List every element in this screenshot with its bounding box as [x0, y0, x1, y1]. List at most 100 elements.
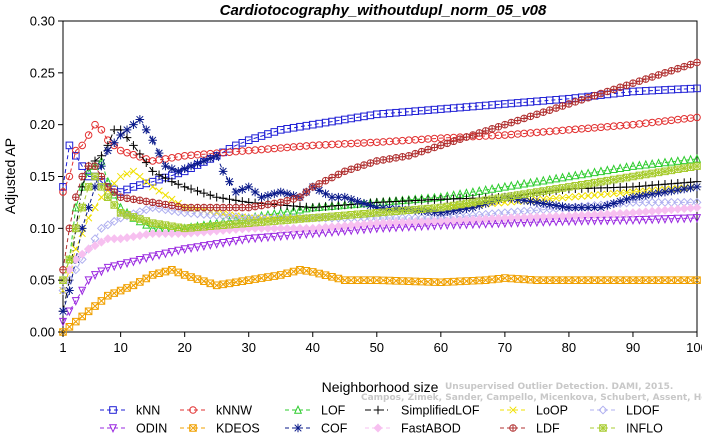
data-point — [667, 179, 676, 189]
data-point — [693, 84, 701, 93]
data-point — [481, 196, 490, 205]
data-point — [77, 224, 87, 233]
data-point — [244, 234, 253, 244]
data-point — [186, 184, 196, 194]
data-point — [327, 222, 337, 232]
data-point — [660, 205, 670, 215]
data-point — [232, 220, 240, 228]
data-point — [455, 215, 465, 225]
data-point — [122, 125, 132, 135]
data-point — [135, 255, 144, 265]
data-point — [693, 162, 701, 170]
data-point — [513, 191, 522, 199]
data-point — [661, 167, 669, 176]
data-point — [72, 146, 80, 155]
data-point — [622, 188, 631, 197]
data-point — [570, 211, 580, 221]
legend-item-knnw: kNNW — [180, 404, 252, 418]
data-point — [328, 173, 336, 182]
data-point — [488, 195, 496, 204]
data-point — [167, 229, 177, 239]
data-point — [136, 278, 144, 286]
legend-item-cof: COF — [285, 422, 348, 434]
data-point — [667, 166, 676, 175]
data-point — [315, 213, 323, 222]
data-point — [59, 183, 67, 191]
data-point — [251, 218, 259, 227]
data-point — [78, 286, 87, 296]
data-point — [462, 199, 471, 208]
data-point — [224, 225, 235, 235]
data-point — [475, 197, 484, 206]
data-point — [244, 219, 253, 227]
data-point — [263, 191, 273, 200]
data-point — [565, 193, 573, 201]
x-tick-label: 80 — [562, 340, 576, 355]
data-point — [532, 212, 542, 222]
data-point — [206, 222, 215, 231]
data-point — [456, 200, 464, 209]
data-point — [257, 274, 266, 282]
y-tick-label: 0.00 — [30, 325, 55, 340]
data-point — [116, 286, 125, 295]
legend-label: LOF — [321, 404, 346, 418]
data-point — [91, 203, 99, 212]
data-point — [667, 186, 676, 196]
data-point — [148, 135, 157, 145]
data-point — [84, 166, 93, 176]
data-point — [77, 249, 87, 259]
data-point — [174, 268, 183, 277]
data-point — [673, 165, 682, 174]
data-point — [148, 203, 158, 213]
data-point — [264, 217, 272, 226]
data-point — [116, 213, 126, 223]
data-point — [385, 207, 394, 216]
data-point — [429, 216, 439, 226]
data-point — [443, 202, 452, 211]
data-point — [532, 198, 542, 207]
legend-marker — [509, 424, 517, 432]
data-point — [321, 271, 330, 279]
data-point — [193, 223, 202, 232]
data-point — [218, 211, 228, 221]
data-point — [109, 234, 119, 244]
legend-item-inflo: INFLO — [590, 422, 663, 434]
data-point — [641, 181, 651, 191]
data-point — [590, 191, 599, 199]
data-point — [494, 274, 503, 283]
data-point — [154, 229, 164, 239]
data-point — [270, 272, 279, 280]
legend-label: kNNW — [216, 404, 252, 418]
legend-label: INFLO — [626, 422, 663, 434]
data-point — [110, 289, 119, 297]
data-point — [283, 216, 291, 224]
data-point — [500, 181, 509, 191]
data-point — [564, 203, 574, 212]
data-point — [161, 161, 170, 171]
data-point — [615, 208, 625, 218]
data-point — [436, 216, 446, 226]
y-tick-label: 0.25 — [30, 65, 55, 80]
plot-area — [58, 20, 702, 336]
legend-item-ldf: LDF — [500, 422, 560, 434]
data-point — [238, 219, 247, 228]
data-point — [314, 213, 324, 223]
data-point — [437, 203, 445, 212]
data-point — [199, 188, 209, 198]
data-point — [359, 219, 369, 229]
data-point — [494, 194, 503, 203]
x-tick-label: 70 — [498, 340, 512, 355]
legend-item-odin: ODIN — [100, 422, 167, 434]
data-point — [647, 197, 657, 207]
data-point — [346, 195, 356, 204]
data-point — [58, 286, 68, 296]
data-point — [103, 263, 112, 273]
data-point — [129, 281, 138, 290]
data-point — [212, 221, 221, 230]
data-point — [225, 177, 234, 186]
data-point — [97, 297, 106, 305]
data-point — [186, 161, 196, 171]
data-point — [392, 207, 400, 216]
data-point — [97, 183, 106, 191]
data-point — [539, 175, 548, 185]
